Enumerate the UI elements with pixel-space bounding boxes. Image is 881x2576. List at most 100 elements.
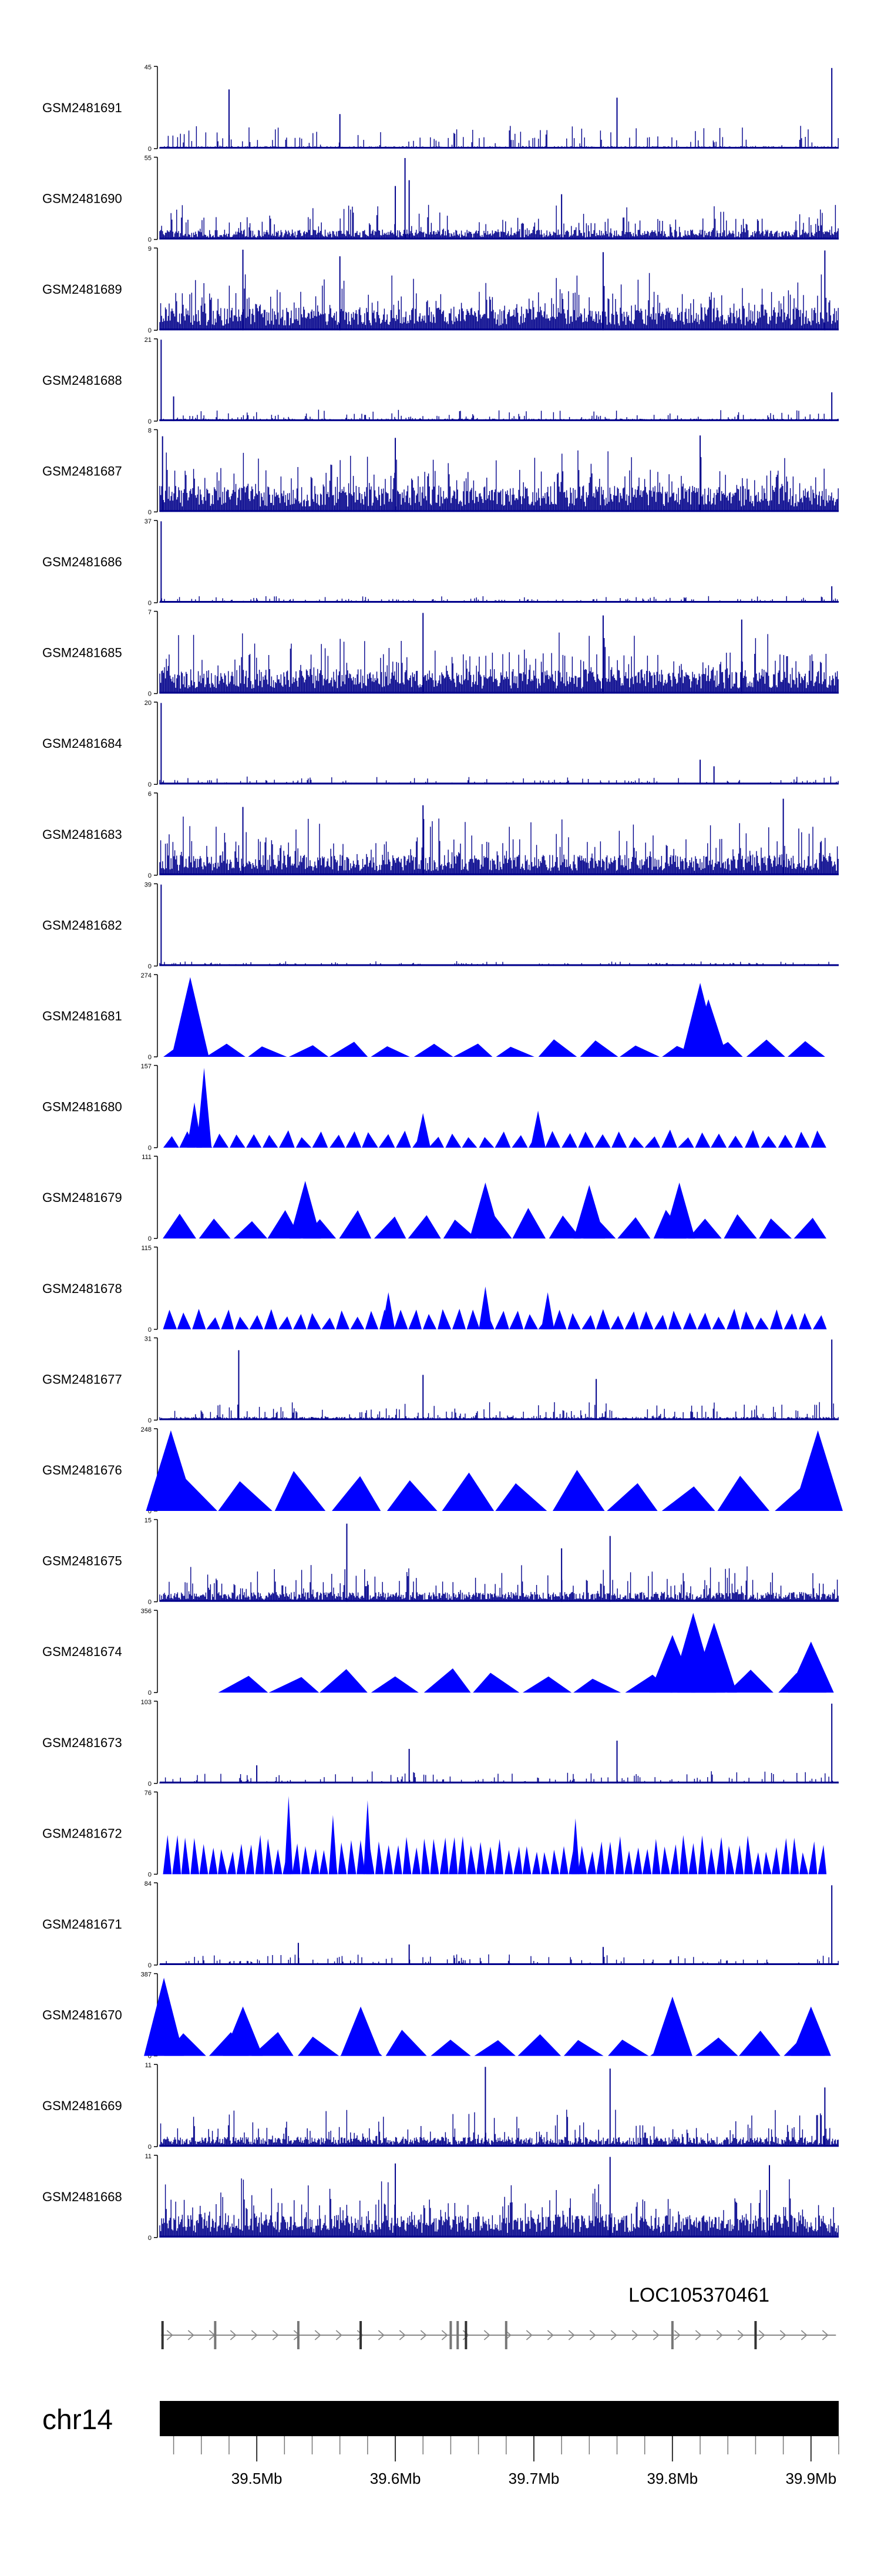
strand-arrow xyxy=(737,2330,744,2340)
coverage-peak xyxy=(587,1851,596,1875)
track-label: GSM2481669 xyxy=(42,2098,122,2113)
coverage-peak xyxy=(725,1846,735,1875)
coverage-peak xyxy=(199,1844,209,1875)
coverage-peak xyxy=(268,1677,320,1693)
y-max-label: 21 xyxy=(144,337,152,344)
track-GSM2481687: GSM2481687 8 0 xyxy=(42,427,839,516)
axis-tick-label: 39.8Mb xyxy=(647,2470,698,2487)
strand-arrow xyxy=(357,2330,364,2340)
coverage-peak xyxy=(644,1136,661,1148)
coverage-peak xyxy=(473,1672,520,1693)
coverage-peak xyxy=(811,1130,826,1148)
coverage-spike xyxy=(284,1796,293,1875)
coverage-peak xyxy=(790,1838,799,1875)
coverage-peak xyxy=(495,1131,511,1148)
track-GSM2481673: GSM2481673 103 0 xyxy=(42,1699,839,1788)
coverage-peak xyxy=(607,1483,658,1511)
coverage-peak xyxy=(181,1838,190,1875)
coverage-peak xyxy=(453,1043,493,1057)
coverage-peak xyxy=(307,1313,321,1329)
y-max-label: 45 xyxy=(144,64,152,71)
y-max-label: 103 xyxy=(141,1699,152,1706)
coverage-bars xyxy=(159,204,839,240)
y-max-label: 20 xyxy=(144,700,152,707)
coverage-peak xyxy=(813,1315,827,1329)
strand-arrow xyxy=(420,2330,427,2340)
coverage-peak xyxy=(438,1309,452,1329)
coverage-bars xyxy=(159,1565,839,1602)
strand-arrow xyxy=(251,2330,258,2340)
coverage-spike xyxy=(469,1183,502,1239)
coverage-peak xyxy=(553,1309,567,1329)
track-label: GSM2481679 xyxy=(42,1190,122,1205)
coverage-peak xyxy=(206,1317,220,1329)
coverage-peak xyxy=(688,1843,698,1875)
coverage-spike xyxy=(663,1183,695,1239)
coverage-spike xyxy=(146,1430,196,1511)
y-zero-label: 0 xyxy=(148,1781,152,1788)
coverage-peak xyxy=(449,1837,458,1875)
coverage-peak xyxy=(445,1133,462,1148)
track-GSM2481689: GSM2481689 9 0 xyxy=(42,246,839,334)
strand-arrow xyxy=(335,2330,342,2340)
coverage-peak xyxy=(485,1846,495,1875)
track-GSM2481691: GSM2481691 45 0 xyxy=(42,64,839,153)
coverage-peak xyxy=(652,1839,661,1875)
gene-exon xyxy=(214,2321,217,2349)
coverage-spike xyxy=(530,1110,546,1148)
track-GSM2481676: GSM2481676 248 0 xyxy=(42,1426,843,1515)
coverage-peak xyxy=(264,1309,278,1329)
coverage-peak xyxy=(329,1134,345,1148)
coverage-peak xyxy=(754,1852,762,1875)
chromosome-axis: chr14 39.5Mb 39.6Mb 39.7Mb 39.8Mb 39.9Mb xyxy=(42,2401,839,2487)
coverage-peak xyxy=(227,1851,236,1875)
y-max-label: 15 xyxy=(144,1517,152,1524)
track-GSM2481670: GSM2481670 387 0 xyxy=(42,1972,831,2060)
y-zero-label: 0 xyxy=(148,2144,152,2151)
track-GSM2481672: GSM2481672 76 0 xyxy=(42,1789,827,1878)
y-zero-label: 0 xyxy=(148,1871,152,1878)
coverage-spike xyxy=(382,1292,395,1329)
coverage-peak xyxy=(550,1849,560,1875)
coverage-peak xyxy=(538,1039,577,1057)
coverage-peak xyxy=(235,1316,249,1329)
y-zero-label: 0 xyxy=(148,509,152,516)
strand-arrow xyxy=(631,2330,638,2340)
track-label: GSM2481684 xyxy=(42,736,122,751)
coverage-bars xyxy=(159,450,839,512)
y-max-label: 11 xyxy=(145,2153,152,2160)
gene-exon xyxy=(161,2321,164,2349)
coverage-peak xyxy=(218,1849,227,1875)
coverage-peak xyxy=(707,1847,716,1875)
coverage-peak xyxy=(190,1838,200,1875)
track-label: GSM2481674 xyxy=(42,1644,122,1659)
strand-arrow xyxy=(314,2330,321,2340)
coverage-peak xyxy=(230,1134,246,1148)
strand-arrow xyxy=(589,2330,596,2340)
coverage-spike xyxy=(187,1102,202,1148)
coverage-peak xyxy=(580,1040,618,1057)
coverage-spike xyxy=(791,2006,831,2056)
coverage-peak xyxy=(545,1131,561,1148)
coverage-peak xyxy=(727,1670,774,1693)
coverage-peak xyxy=(639,1311,654,1329)
coverage-peak xyxy=(319,1850,328,1875)
strand-arrow xyxy=(526,2330,533,2340)
coverage-spike xyxy=(788,1641,834,1693)
coverage-peak xyxy=(654,1315,668,1329)
strand-arrow xyxy=(674,2330,681,2340)
y-max-label: 248 xyxy=(141,1426,152,1433)
strand-arrow xyxy=(378,2330,385,2340)
track-GSM2481674: GSM2481674 356 0 xyxy=(42,1608,834,1697)
track-GSM2481677: GSM2481677 31 0 xyxy=(42,1335,839,1424)
coverage-peak xyxy=(727,1308,740,1329)
track-label: GSM2481686 xyxy=(42,555,122,569)
coverage-peak xyxy=(624,1311,639,1329)
coverage-peak xyxy=(746,1039,785,1057)
strand-arrow xyxy=(462,2330,469,2340)
y-max-label: 39 xyxy=(144,881,152,888)
gene-exon xyxy=(754,2321,757,2349)
coverage-peak xyxy=(799,1852,809,1875)
y-max-label: 6 xyxy=(148,791,152,798)
coverage-peak xyxy=(759,1218,792,1239)
